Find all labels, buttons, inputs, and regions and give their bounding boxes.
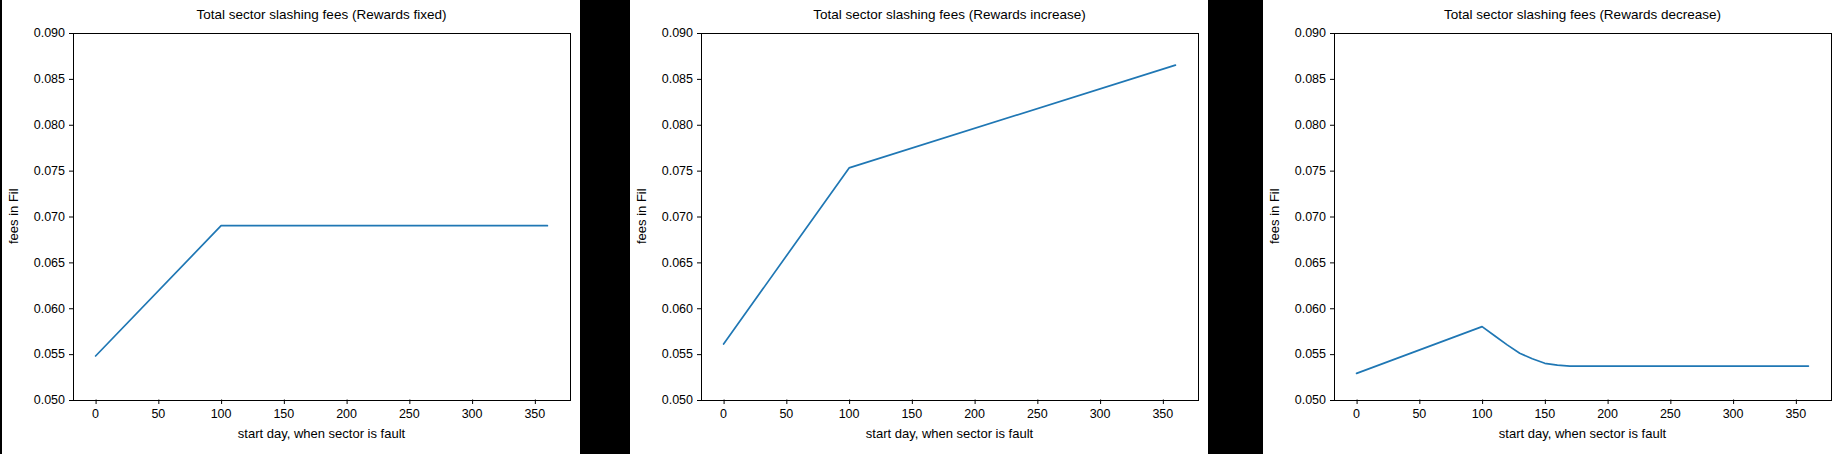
x-tick-label: 150 [273,407,294,421]
x-tick-label: 0 [92,407,99,421]
y-tick-label: 0.070 [1295,210,1326,224]
fees-line [724,65,1176,344]
x-tick-label: 200 [336,407,357,421]
x-tick-label: 300 [1723,407,1744,421]
chart-panel-rewards-decrease: Total sector slashing fees (Rewards decr… [1263,0,1841,454]
figure-strip: Total sector slashing fees (Rewards fixe… [0,0,1841,454]
x-tick-label: 50 [1412,407,1426,421]
x-tick-label: 150 [901,407,922,421]
x-tick-label: 100 [839,407,860,421]
plot-canvas: 0.050 0.055 0.060 0.065 0.070 0.075 0.080 0.085… [1263,0,1841,454]
chart-panel-rewards-fixed: Total sector slashing fees (Rewards fixe… [2,0,580,454]
y-tick-label: 0.065 [1295,256,1326,270]
y-tick-label: 0.050 [662,393,693,407]
y-tick-label: 0.055 [1295,347,1326,361]
y-tick-label: 0.075 [662,164,693,178]
y-tick-label: 0.060 [1295,302,1326,316]
x-tick-label: 350 [1785,407,1806,421]
y-tick-label: 0.085 [34,72,65,86]
x-tick-label: 250 [1660,407,1681,421]
x-tick-label: 150 [1534,407,1555,421]
y-tick-label: 0.065 [34,256,65,270]
fees-line [1357,327,1809,374]
x-tick-label: 350 [1152,407,1173,421]
x-tick-label: 50 [779,407,793,421]
y-tick-label: 0.080 [34,118,65,132]
plot-canvas: 0.050 0.055 0.060 0.065 0.070 0.075 0.080 0.085… [2,0,580,454]
panel-separator [580,0,630,454]
x-tick-label: 300 [1090,407,1111,421]
x-tick-label: 200 [964,407,985,421]
y-tick-label: 0.075 [34,164,65,178]
plot-border [702,34,1199,401]
y-tick-label: 0.085 [1295,72,1326,86]
y-tick-label: 0.050 [1295,393,1326,407]
x-tick-label: 0 [1353,407,1360,421]
panel-separator [1208,0,1263,454]
y-tick-label: 0.050 [34,393,65,407]
x-tick-label: 100 [211,407,232,421]
y-tick-label: 0.085 [662,72,693,86]
x-tick-label: 100 [1472,407,1493,421]
plot-canvas: 0.050 0.055 0.060 0.065 0.070 0.075 0.080 0.085… [630,0,1208,454]
x-tick-label: 300 [462,407,483,421]
y-tick-label: 0.065 [662,256,693,270]
y-tick-label: 0.060 [34,302,65,316]
y-tick-label: 0.055 [34,347,65,361]
x-tick-label: 200 [1597,407,1618,421]
y-tick-label: 0.070 [34,210,65,224]
y-tick-label: 0.090 [662,26,693,40]
y-tick-label: 0.075 [1295,164,1326,178]
chart-panel-rewards-increase: Total sector slashing fees (Rewards incr… [630,0,1208,454]
fees-line [96,226,548,356]
y-tick-label: 0.070 [662,210,693,224]
x-tick-label: 50 [151,407,165,421]
plot-border [1335,34,1832,401]
y-tick-label: 0.080 [662,118,693,132]
y-tick-label: 0.090 [34,26,65,40]
plot-border [74,34,571,401]
y-tick-label: 0.090 [1295,26,1326,40]
y-tick-label: 0.055 [662,347,693,361]
x-tick-label: 250 [399,407,420,421]
x-tick-label: 250 [1027,407,1048,421]
y-tick-label: 0.080 [1295,118,1326,132]
x-tick-label: 350 [524,407,545,421]
x-tick-label: 0 [720,407,727,421]
y-tick-label: 0.060 [662,302,693,316]
